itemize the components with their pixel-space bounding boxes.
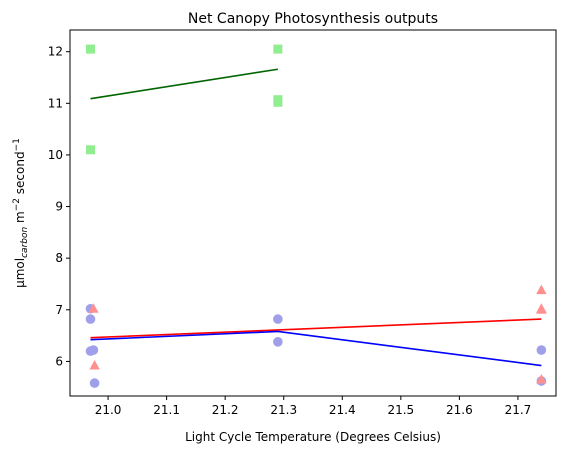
y-axis-label-m-exp: −2 — [12, 198, 22, 211]
y-tick-label: 7 — [55, 303, 63, 317]
y-tick-label: 10 — [48, 148, 63, 162]
y-axis-label-m: m — [13, 211, 27, 227]
y-tick-label: 8 — [55, 251, 63, 265]
x-tick-label: 21.7 — [505, 403, 532, 417]
data-point-circle-5 — [89, 378, 100, 388]
data-point-triangle-1 — [88, 303, 99, 313]
x-tick-label: 21.5 — [387, 403, 414, 417]
trend-line-2 — [90, 318, 542, 339]
y-tick-label: 6 — [55, 354, 63, 368]
data-point-triangle-6 — [536, 373, 547, 384]
data-point-triangle-5 — [536, 304, 547, 314]
x-axis-label: Light Cycle Temperature (Degrees Celsius… — [185, 430, 441, 444]
y-tick-label: 12 — [48, 45, 63, 59]
plot-area-frame — [69, 29, 557, 397]
data-points — [85, 44, 547, 388]
data-point-square-2 — [85, 145, 95, 155]
data-point-circle-7 — [273, 336, 283, 347]
x-tick-label: 21.0 — [95, 403, 122, 417]
x-tick-label: 21.6 — [446, 403, 473, 417]
y-axis-label-s: second — [13, 151, 27, 198]
fit-lines — [90, 68, 542, 367]
trend-line-3 — [90, 330, 542, 367]
chart-title: Net Canopy Photosynthesis outputs — [188, 11, 438, 27]
x-tick-label: 21.1 — [153, 403, 180, 417]
data-point-square-1 — [85, 44, 95, 54]
y-tick-label: 9 — [55, 200, 63, 214]
data-point-triangle-2 — [89, 360, 100, 370]
data-point-circle-8 — [536, 345, 547, 355]
x-tick-label: 21.3 — [270, 403, 297, 417]
data-point-triangle-3 — [536, 284, 547, 295]
data-point-circle-4 — [88, 345, 99, 355]
x-tick-label: 21.2 — [212, 403, 239, 417]
y-axis-label-s-exp: −1 — [12, 138, 22, 151]
data-point-square-5 — [273, 97, 283, 107]
y-axis-ticks: 6 7 8 9 10 11 12 — [48, 45, 70, 368]
y-axis-label: μmolcarbon m−2 second−1 — [12, 138, 30, 288]
x-axis-ticks: 21.0 21.1 21.2 21.3 21.4 21.5 21.6 21.7 — [95, 396, 532, 417]
data-point-circle-6 — [273, 314, 283, 324]
data-point-square-3 — [273, 44, 283, 54]
y-axis-label-unit: μmol — [13, 258, 27, 288]
y-tick-label: 11 — [48, 96, 63, 110]
trend-line-1 — [90, 68, 278, 100]
data-point-circle-2 — [85, 314, 96, 324]
x-tick-label: 21.4 — [329, 403, 356, 417]
y-axis-label-unit-sub: carbon — [20, 227, 30, 258]
